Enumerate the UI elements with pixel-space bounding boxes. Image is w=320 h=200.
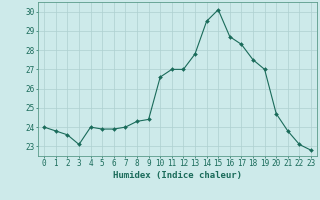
X-axis label: Humidex (Indice chaleur): Humidex (Indice chaleur): [113, 171, 242, 180]
